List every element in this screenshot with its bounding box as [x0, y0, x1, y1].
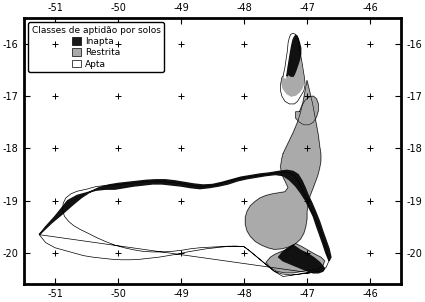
Polygon shape [39, 170, 331, 261]
Polygon shape [39, 172, 329, 277]
Polygon shape [280, 33, 305, 104]
Polygon shape [296, 96, 318, 125]
Polygon shape [245, 80, 321, 249]
Polygon shape [266, 244, 325, 273]
Polygon shape [279, 245, 325, 273]
Polygon shape [282, 40, 304, 96]
Polygon shape [287, 35, 301, 76]
Legend: Inapta, Restrita, Apta: Inapta, Restrita, Apta [28, 22, 164, 72]
